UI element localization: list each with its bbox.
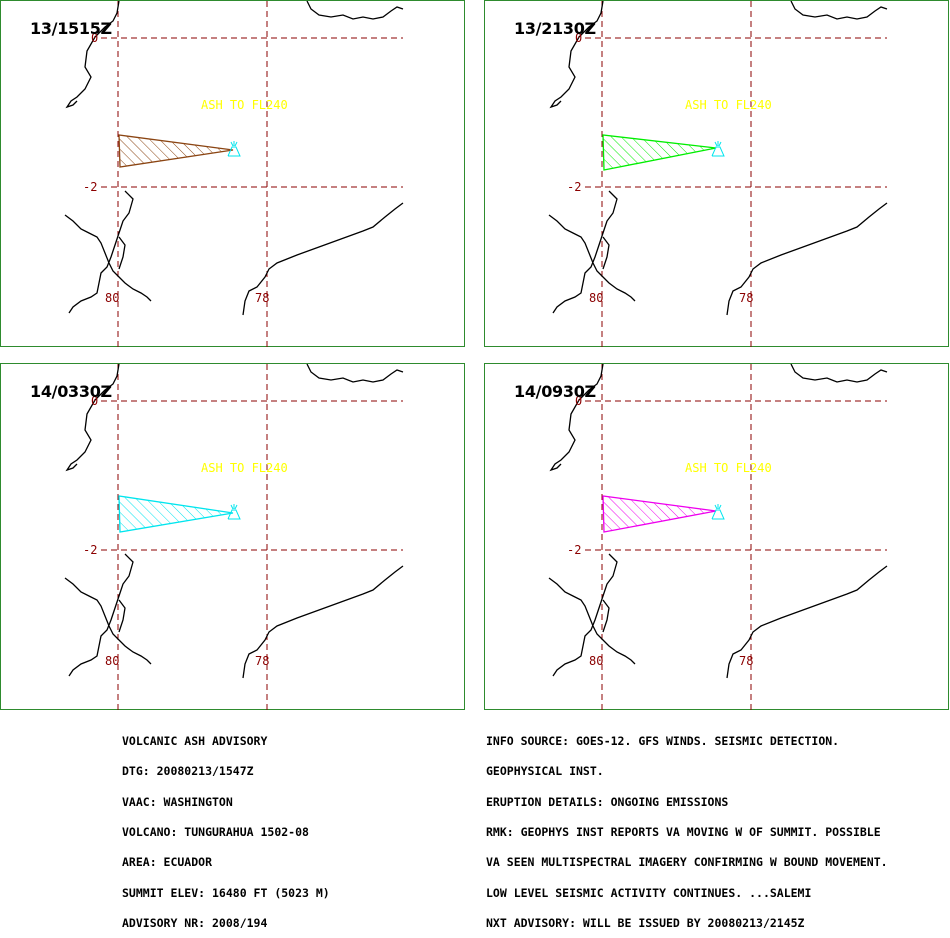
lon-label-78: 78 (255, 654, 269, 668)
advisory-line: GEOPHYSICAL INST. (486, 764, 604, 779)
lon-label-78: 78 (255, 291, 269, 305)
advisory-line: NXT ADVISORY: WILL BE ISSUED BY 20080213… (486, 915, 805, 930)
advisory-line: VOLCANO: TUNGURAHUA 1502-08 (122, 825, 309, 840)
panel-time: 14/0330Z (30, 382, 112, 401)
ash-label: ASH TO FL240 (685, 461, 772, 475)
forecast-panel-1: 0 -2 80 78 ASH TO FL240 13/1515Z (0, 0, 465, 348)
advisory-line: VOLCANIC ASH ADVISORY (122, 734, 268, 749)
coastline-se (726, 565, 888, 679)
advisory-line: VAAC: WASHINGTON (122, 794, 233, 809)
advisory-left-text: VOLCANIC ASH ADVISORY DTG: 20080213/1547… (122, 716, 330, 938)
forecast-panel-3: 0 -2 80 78 ASH TO FL240 14/0330Z (0, 363, 465, 711)
lon-label-80: 80 (105, 291, 119, 305)
coastline-inner (602, 599, 610, 633)
coastline-coast (64, 214, 152, 302)
panel-time: 13/1515Z (30, 19, 112, 38)
lon-label-78: 78 (739, 291, 753, 305)
lon-label-80: 80 (589, 291, 603, 305)
panel-time: 14/0930Z (514, 382, 596, 401)
coastline-coast (548, 214, 636, 302)
lat-label-minus2: -2 (567, 180, 581, 194)
coastline-coast2 (68, 553, 134, 677)
forecast-panel-2: 0 -2 80 78 ASH TO FL240 13/2130Z (484, 0, 949, 348)
lat-label-minus2: -2 (567, 543, 581, 557)
ash-cloud-area (118, 495, 234, 533)
lon-label-78: 78 (739, 654, 753, 668)
coastline-nw (65, 364, 120, 472)
ash-label: ASH TO FL240 (685, 98, 772, 112)
advisory-line: INFO SOURCE: GOES-12. GFS WINDS. SEISMIC… (486, 734, 840, 749)
ash-cloud-area (118, 134, 234, 168)
advisory-line: ERUPTION DETAILS: ONGOING EMISSIONS (486, 794, 729, 809)
lat-label-0: 0 (91, 31, 98, 45)
lat-label-minus2: -2 (83, 180, 97, 194)
coastline-inner (602, 236, 610, 270)
coastline-coast2 (552, 190, 618, 314)
lat-label-minus2: -2 (83, 543, 97, 557)
coastline-inner (118, 236, 126, 270)
coastline-coast2 (68, 190, 134, 314)
ash-cloud-area (602, 134, 717, 171)
ash-label: ASH TO FL240 (201, 461, 288, 475)
lon-label-80: 80 (105, 654, 119, 668)
coastline-ne (790, 364, 888, 383)
advisory-line: RMK: GEOPHYS INST REPORTS VA MOVING W OF… (486, 825, 881, 840)
coastline-se (726, 202, 888, 316)
coastline-ne (790, 1, 888, 20)
advisory-line: LOW LEVEL SEISMIC ACTIVITY CONTINUES. ..… (486, 885, 812, 900)
volcano-icon (711, 141, 725, 157)
advisory-line: AREA: ECUADOR (122, 855, 213, 870)
coastline-coast (64, 577, 152, 665)
ash-cloud-area (602, 495, 717, 533)
panel-time: 13/2130Z (514, 19, 596, 38)
advisory-line: SUMMIT ELEV: 16480 FT (5023 M) (122, 885, 330, 900)
coastline-se (242, 202, 404, 316)
coastline-ne (306, 364, 404, 383)
forecast-panel-4: 0 -2 80 78 ASH TO FL240 14/0930Z (484, 363, 949, 711)
advisory-right-text: INFO SOURCE: GOES-12. GFS WINDS. SEISMIC… (486, 716, 888, 938)
coastline-ne (306, 1, 404, 20)
volcano-icon (711, 504, 725, 520)
lat-label-0: 0 (575, 31, 582, 45)
coastline-inner (118, 599, 126, 633)
coastline-nw (549, 1, 604, 109)
coastline-nw (549, 364, 604, 472)
lon-label-80: 80 (589, 654, 603, 668)
lat-label-0: 0 (575, 394, 582, 408)
advisory-line: ADVISORY NR: 2008/194 (122, 915, 268, 930)
advisory-line: DTG: 20080213/1547Z (122, 764, 254, 779)
ash-label: ASH TO FL240 (201, 98, 288, 112)
coastline-se (242, 565, 404, 679)
advisory-line: VA SEEN MULTISPECTRAL IMAGERY CONFIRMING… (486, 855, 888, 870)
volcano-icon (227, 504, 241, 520)
coastline-coast (548, 577, 636, 665)
coastline-nw (65, 1, 120, 109)
coastline-coast2 (552, 553, 618, 677)
lat-label-0: 0 (91, 394, 98, 408)
volcano-icon (227, 141, 241, 157)
